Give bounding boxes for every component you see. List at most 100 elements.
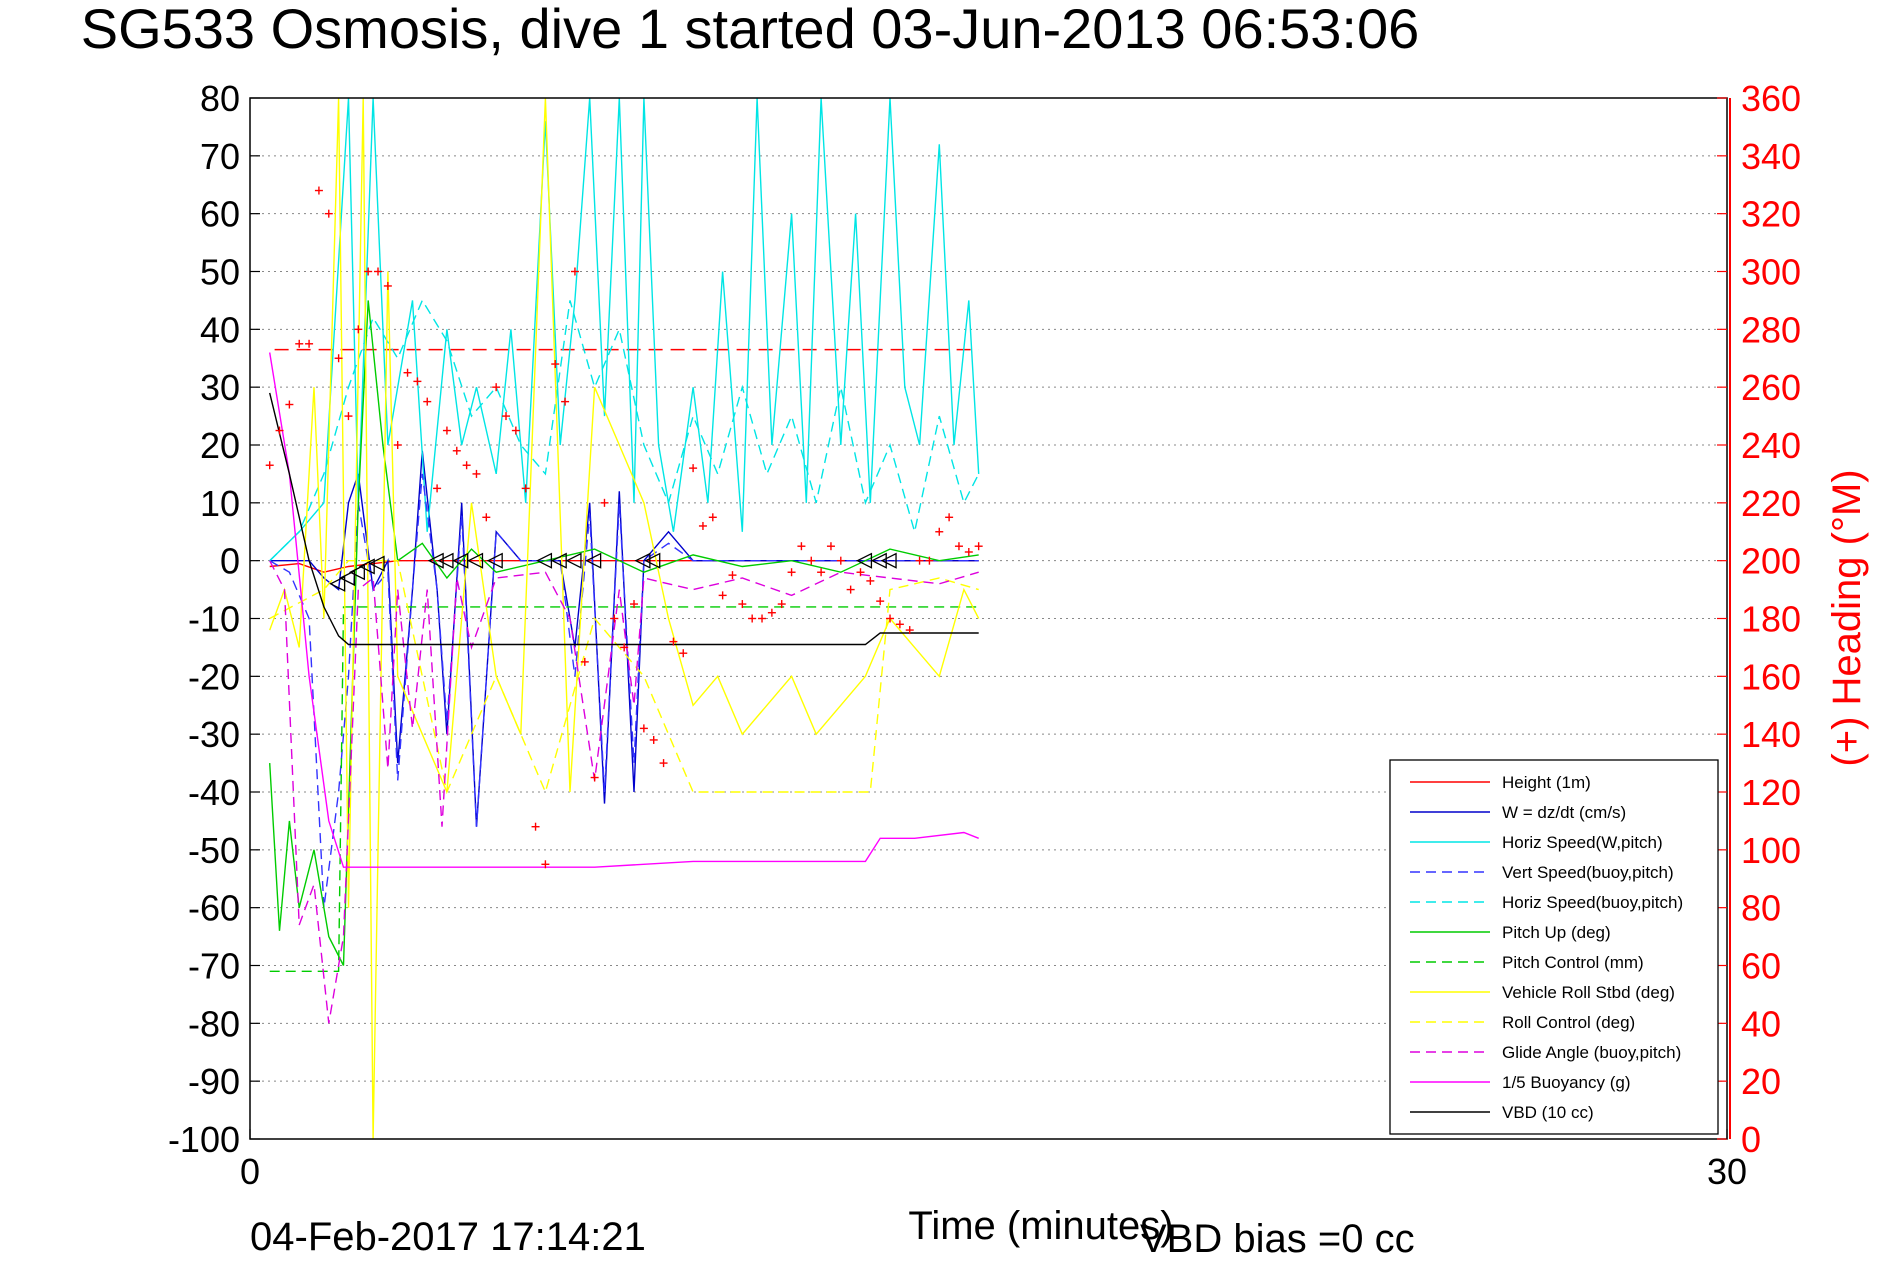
series-line-horiz_buoy: [269, 298, 980, 562]
heading-point: [462, 461, 471, 470]
heading-point: [630, 600, 639, 609]
heading-point: [728, 571, 737, 580]
heading-point: [531, 822, 540, 831]
heading-point: [659, 759, 668, 768]
heading-point: [265, 461, 274, 470]
heading-point: [767, 608, 776, 617]
right-tick-label: 200: [1741, 541, 1801, 582]
right-tick-label: 260: [1741, 367, 1801, 408]
legend-label: Glide Angle (buoy,pitch): [1502, 1043, 1681, 1062]
heading-point: [314, 186, 323, 195]
plot-area: [265, 98, 983, 1139]
heading-point: [275, 426, 284, 435]
y-tick-label: 0: [220, 541, 240, 582]
series-line-horiz_w_pitch: [269, 98, 980, 562]
heading-point: [738, 600, 747, 609]
y-tick-label: -50: [188, 830, 240, 871]
triangle-marker: [634, 552, 651, 569]
legend: Height (1m) W = dz/dt (cm/s) Horiz Speed(W…: [1389, 759, 1719, 1135]
triangle-marker: [644, 552, 661, 569]
right-tick-label: 240: [1741, 425, 1801, 466]
heading-point: [689, 464, 698, 473]
heading-point: [354, 325, 363, 334]
legend-label: W = dz/dt (cm/s): [1502, 803, 1626, 822]
right-tick-label: 40: [1741, 1003, 1781, 1044]
heading-point: [570, 267, 579, 276]
triangle-marker: [486, 552, 503, 569]
footer-timestamp: 04-Feb-2017 17:14:21: [250, 1215, 646, 1259]
y-tick-label: -100: [168, 1119, 240, 1160]
heading-point: [374, 267, 383, 276]
heading-point: [433, 484, 442, 493]
triangle-marker: [358, 558, 375, 575]
y-tick-label: 40: [200, 309, 240, 350]
y-tick-label: -70: [188, 946, 240, 987]
legend-label: Vert Speed(buoy,pitch): [1502, 863, 1674, 882]
y-tick-label: 30: [200, 367, 240, 408]
triangle-marker: [870, 552, 887, 569]
legend-label: Pitch Up (deg): [1502, 923, 1611, 942]
heading-point: [324, 209, 333, 218]
heading-point: [669, 637, 678, 646]
heading-point: [610, 614, 619, 623]
heading-point: [590, 773, 599, 782]
y-tick-label: 80: [200, 78, 240, 119]
triangle-marker: [427, 552, 444, 569]
heading-point: [905, 626, 914, 635]
heading-point: [876, 597, 885, 606]
y-tick-label: -20: [188, 656, 240, 697]
legend-label: Vehicle Roll Stbd (deg): [1502, 983, 1675, 1002]
right-tick-label: 180: [1741, 599, 1801, 640]
triangle-marker: [467, 552, 484, 569]
heading-point: [748, 614, 757, 623]
heading-point: [383, 281, 392, 290]
heading-point: [698, 521, 707, 530]
heading-point: [551, 360, 560, 369]
heading-point: [511, 426, 520, 435]
right-tick-label: 140: [1741, 714, 1801, 755]
heading-point: [856, 568, 865, 577]
heading-point: [925, 556, 934, 565]
heading-point: [708, 513, 717, 522]
heading-point: [502, 412, 511, 421]
legend-label: Roll Control (deg): [1502, 1013, 1635, 1032]
heading-point: [895, 620, 904, 629]
y-tick-label: -10: [188, 599, 240, 640]
legend-label: Height (1m): [1502, 773, 1591, 792]
heading-point: [305, 339, 314, 348]
legend-label: Pitch Control (mm): [1502, 953, 1644, 972]
right-tick-label: 20: [1741, 1061, 1781, 1102]
right-tick-label: 0: [1741, 1119, 1761, 1160]
heading-point: [452, 446, 461, 455]
series-line-pitch_up: [269, 300, 979, 966]
heading-point: [826, 542, 835, 551]
legend-label: VBD (10 cc): [1502, 1103, 1594, 1122]
series-line-pitch_control: [269, 606, 979, 972]
triangle-marker: [585, 552, 602, 569]
heading-point: [482, 513, 491, 522]
heading-point: [620, 643, 629, 652]
chart-title: SG533 Osmosis, dive 1 started 03-Jun-201…: [81, 0, 1420, 60]
right-tick-label: 300: [1741, 252, 1801, 293]
heading-point: [600, 498, 609, 507]
right-tick-label: 220: [1741, 483, 1801, 524]
triangle-marker: [565, 552, 582, 569]
heading-point: [393, 441, 402, 449]
x-tick-label: 0: [240, 1151, 260, 1192]
series-line-roll: [269, 98, 980, 1139]
heading-point: [492, 383, 501, 392]
triangle-marker: [348, 564, 365, 581]
series-line-glide_angle: [269, 560, 979, 1024]
y-tick-label: -30: [188, 714, 240, 755]
x-axis-label: Time (minutes): [908, 1204, 1173, 1248]
heading-point: [935, 527, 944, 536]
heading-point: [945, 513, 954, 522]
y-tick-label: 70: [200, 136, 240, 177]
y-tick-label: 20: [200, 425, 240, 466]
heading-point: [836, 556, 845, 565]
right-tick-label: 280: [1741, 309, 1801, 350]
heading-point: [649, 735, 658, 744]
y-tick-label: -90: [188, 1061, 240, 1102]
y-tick-label: -80: [188, 1003, 240, 1044]
triangle-marker: [368, 555, 385, 572]
